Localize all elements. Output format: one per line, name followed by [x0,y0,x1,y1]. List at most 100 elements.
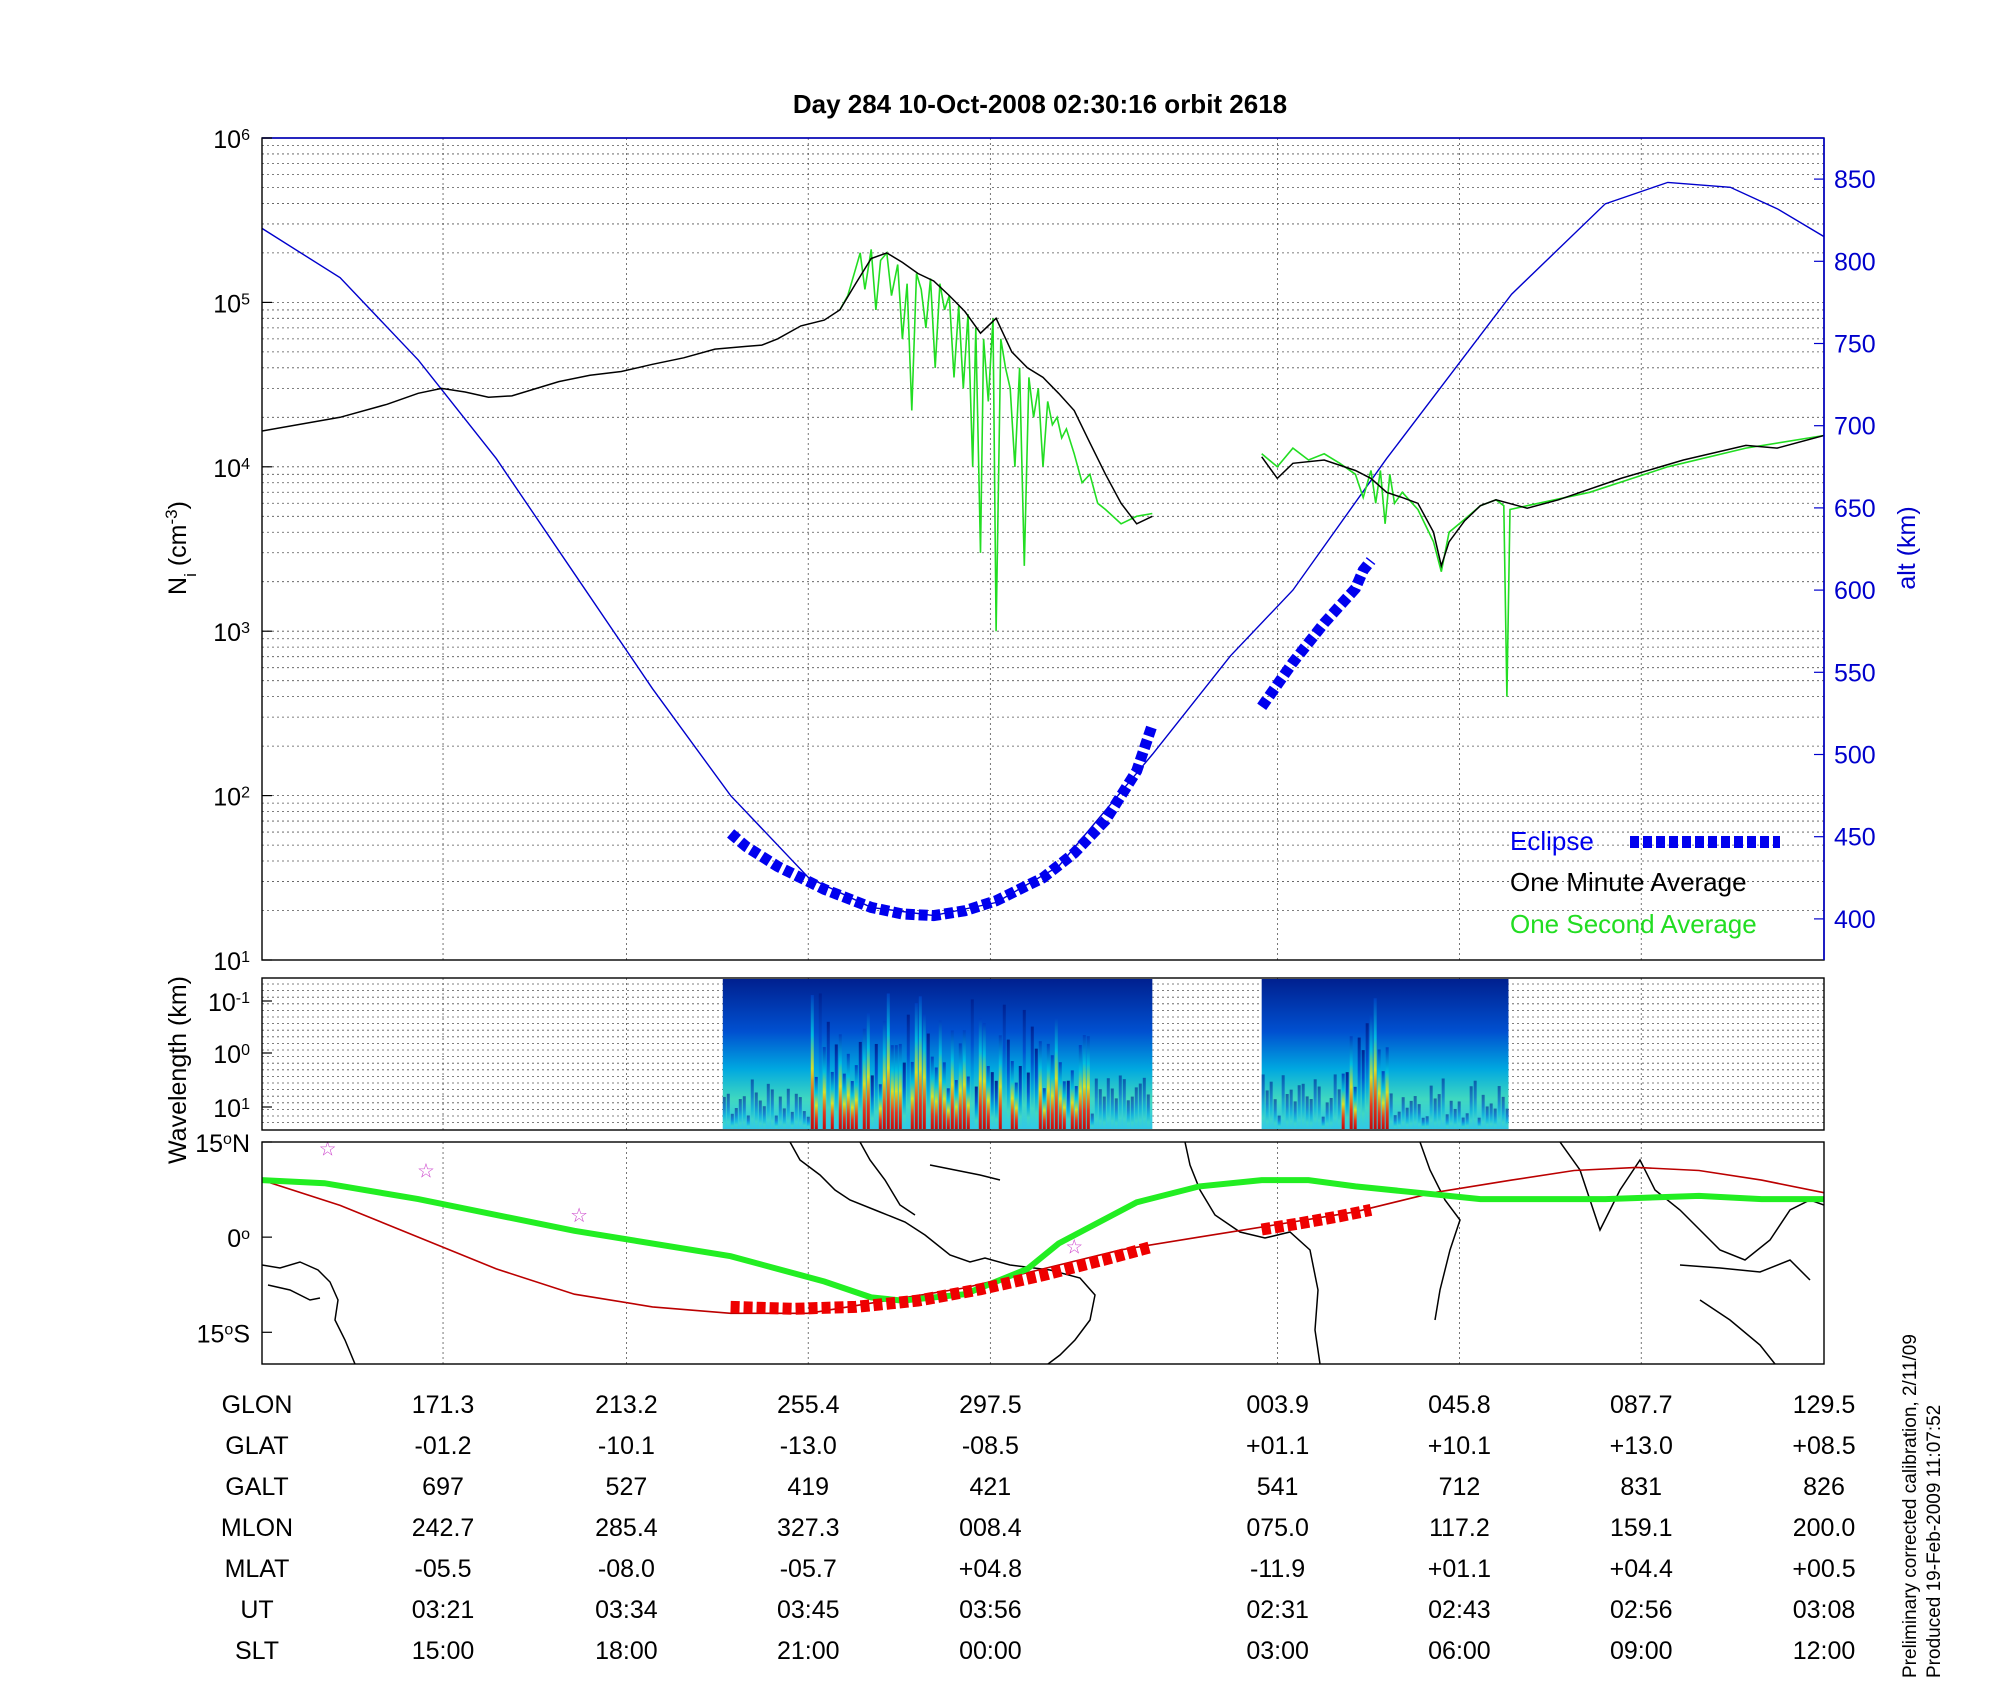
spectrogram-column [1365,1023,1369,1129]
spectrogram-data [722,979,1509,1129]
spectrogram-column [818,993,822,1129]
spectrogram-column [798,1097,802,1129]
spec-y-tick-label: 100 [213,1041,250,1069]
spec-y-tick-label: 101 [213,1095,250,1123]
param-cell: +10.1 [1428,1432,1491,1460]
eclipse-segment [1257,557,1376,710]
spectrogram-column [842,1073,846,1129]
station-star-icon: ☆ [1065,1237,1083,1259]
minute-average-segment [262,252,1153,525]
y2-tick-label: 400 [1834,906,1876,934]
spectrogram-column [1082,1035,1086,1129]
spectrogram-column [1321,1116,1325,1129]
param-cell: 12:00 [1793,1637,1856,1665]
spectrogram-column [730,1113,734,1129]
spectrogram-column [1289,1089,1293,1129]
spectrogram-column [982,1022,986,1129]
spectrogram-column [1337,1089,1341,1129]
param-cell: 171.3 [412,1391,475,1419]
spectrogram-column [874,1043,878,1129]
spectrogram-column [858,1041,862,1129]
param-cell: 421 [970,1473,1012,1501]
spectrogram-column [930,1056,934,1129]
param-cell: -08.5 [962,1432,1019,1460]
spectrogram-column [1118,1075,1122,1129]
coastline-papua [267,1284,321,1301]
spectrogram-column [778,1096,782,1129]
param-cell: 285.4 [595,1514,658,1542]
spectrogram-column [1066,1080,1070,1129]
spectrogram-column [1505,1108,1509,1129]
spectrogram-column [738,1099,742,1129]
spectrogram-y-ticks: 10-1 100 101 [208,989,272,1123]
param-cell: -08.0 [598,1555,655,1583]
spectrogram-column [1477,1117,1481,1129]
spectrogram-column [786,1088,790,1129]
spectrogram-column [918,996,922,1129]
spectrogram-column [1345,1072,1349,1129]
spectrogram-column [870,1075,874,1129]
param-cell: 02:43 [1428,1596,1491,1624]
spectrogram-column [1074,1086,1078,1129]
spectrogram-column [1325,1102,1329,1129]
param-cell: 242.7 [412,1514,475,1542]
spectrogram-column [1373,998,1377,1129]
y-axis-ticks-left: 101 102 103 104 105 106 [213,126,272,976]
spectrogram-column [1126,1100,1130,1129]
param-cell: 200.0 [1793,1514,1856,1542]
spectrogram-column [882,1020,886,1129]
spectrogram-column [1078,1045,1082,1129]
spectrogram-column [942,1062,946,1129]
spectrogram-column [802,1111,806,1129]
map-grid [442,1142,1642,1364]
figure-title: Day 284 10-Oct-2008 02:30:16 orbit 2618 [793,89,1287,119]
param-cell: +04.4 [1610,1555,1673,1583]
param-row-label: GLON [222,1391,293,1419]
param-cell: 15:00 [412,1637,475,1665]
spectrogram-column [914,1003,918,1129]
spectrogram-column [1421,1117,1425,1129]
spectrogram-column [774,1115,778,1129]
spectrogram-column [1305,1096,1309,1129]
spectrogram-column [1405,1107,1409,1129]
spectrogram-column [1445,1114,1449,1129]
y-tick-label: 104 [213,455,250,483]
spectrogram-column [754,1092,758,1129]
y2-tick-label: 700 [1834,413,1876,441]
one-minute-average-line [262,252,1824,569]
spectrogram-column [1489,1103,1493,1129]
spectrogram-column [726,1093,730,1129]
spectrogram-column [1281,1075,1285,1129]
param-cell: +04.8 [959,1555,1022,1583]
param-cell: 527 [606,1473,648,1501]
spectrogram-column [978,1018,982,1129]
param-cell: 02:31 [1246,1596,1309,1624]
spectrogram-column [1022,1009,1026,1129]
y2-tick-label: 500 [1834,742,1876,770]
param-cell: +08.5 [1792,1432,1855,1460]
spectrogram-column [906,1014,910,1129]
spectrogram-column [1409,1100,1413,1129]
param-cell: 03:34 [595,1596,658,1624]
spectrogram-column [1429,1085,1433,1129]
spectrogram-column [1417,1104,1421,1129]
spectrogram-column [1453,1108,1457,1129]
spectrogram-column [986,1066,990,1129]
spectrogram-column [922,1014,926,1129]
spectrogram-column [1389,1093,1393,1129]
y-tick-label: 103 [213,619,250,647]
spectrogram-column [790,1111,794,1129]
eclipse-markers [727,557,1376,922]
spectrogram-column [902,1062,906,1129]
param-row-label: SLT [235,1637,279,1665]
spectrogram-column [1042,1088,1046,1129]
param-cell: 712 [1439,1473,1481,1501]
spectrogram-column [1130,1096,1134,1129]
spectrogram-column [1138,1083,1142,1129]
spectrogram-column [1273,1099,1277,1129]
spectrogram-column [1457,1101,1461,1129]
param-row-label: MLON [221,1514,293,1542]
spectrogram-column [1369,1015,1373,1129]
y2-tick-label: 450 [1834,824,1876,852]
param-cell: 09:00 [1610,1637,1673,1665]
